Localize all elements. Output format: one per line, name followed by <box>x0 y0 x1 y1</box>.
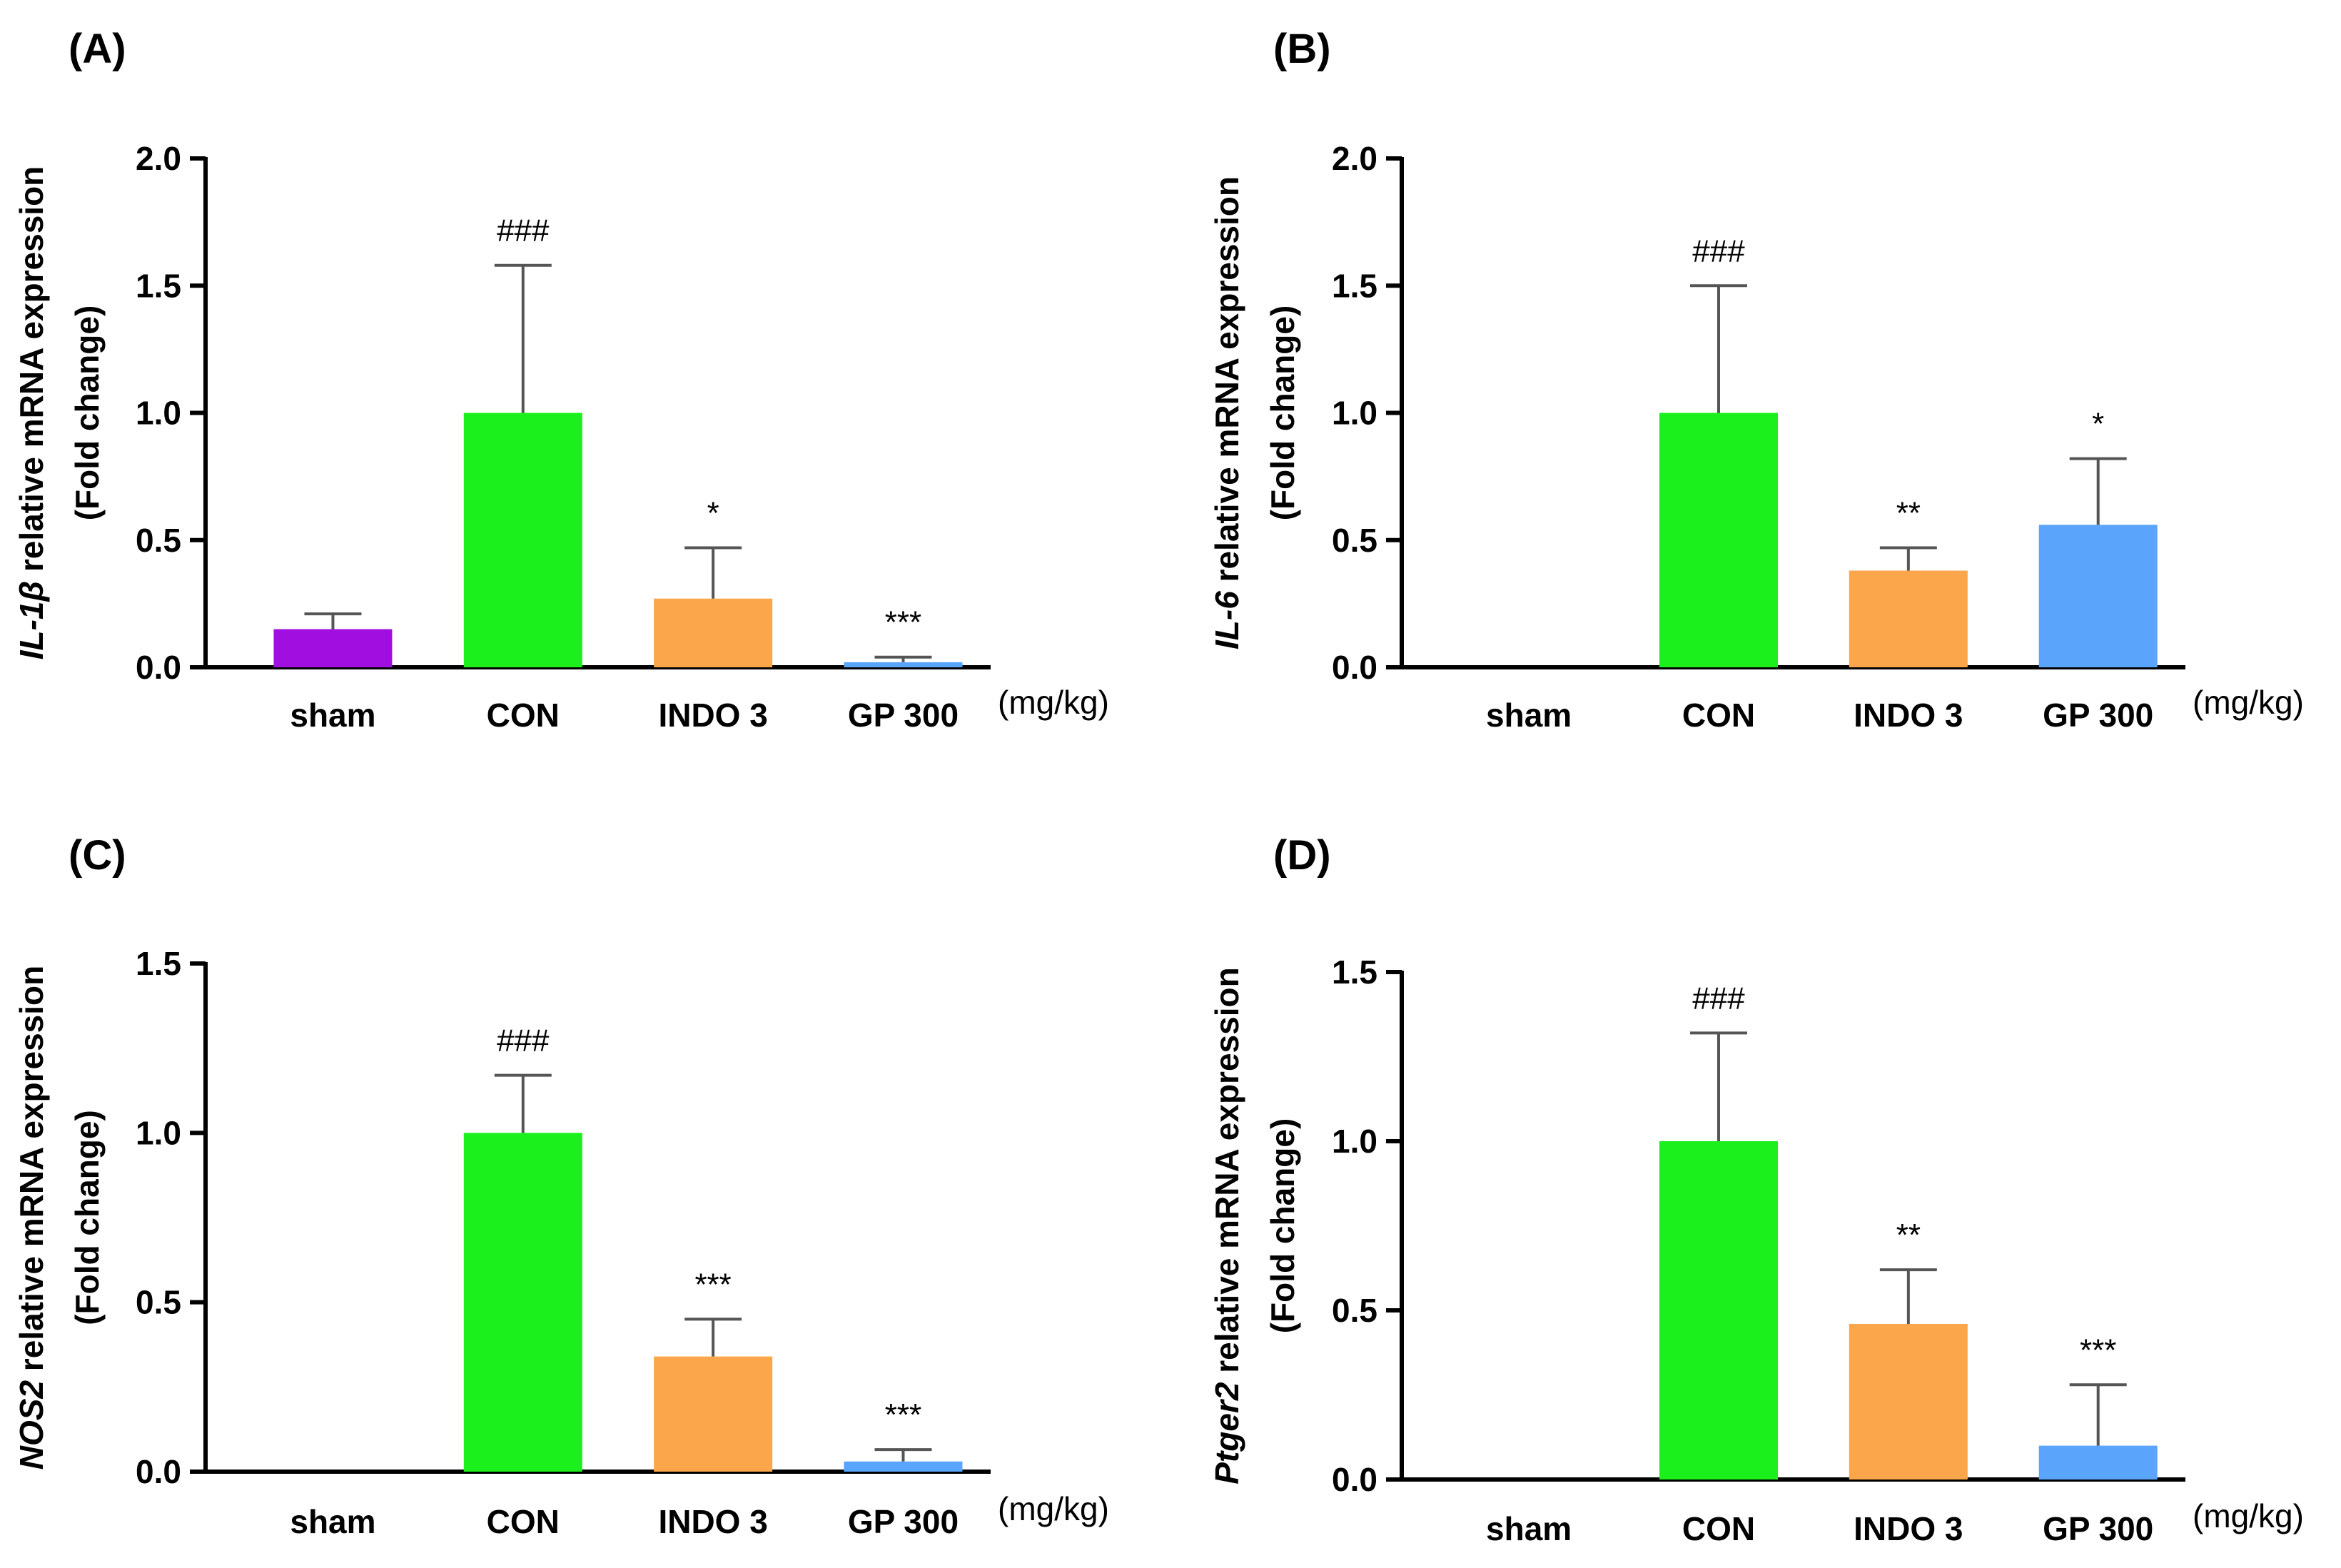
significance-mark: *** <box>694 1267 731 1302</box>
significance-mark: ### <box>497 1023 550 1058</box>
y-tick-label: 0.0 <box>136 649 181 686</box>
bar-indo-3 <box>1849 1323 1968 1480</box>
category-label: sham <box>290 1503 375 1540</box>
y-axis-title: NOS2 relative mRNA expression <box>13 966 50 1470</box>
bar-gp-300 <box>2038 1445 2158 1480</box>
category-label: CON <box>1682 1510 1755 1547</box>
panel-label: (A) <box>69 26 126 72</box>
bar-gp-300 <box>844 662 963 667</box>
y-tick-label: 0.5 <box>136 1284 181 1321</box>
chart-panel: (D) 0.0 0.5 1.0 1.5 Ptger2 relative mRNA expr… <box>1208 832 2304 1547</box>
chart-panel: (A) 0.0 0.5 1.0 1.5 2.0 IL-1β relative mRNA ex… <box>13 26 1109 734</box>
y-axis-title-line2: (Fold change) <box>1264 305 1301 521</box>
significance-mark: ** <box>1896 1218 1921 1253</box>
panel-label: (D) <box>1273 832 1331 879</box>
unit-label: (mg/kg) <box>998 684 1109 721</box>
y-axis-gene-name: IL-6 <box>1208 591 1245 649</box>
bar-indo-3 <box>654 598 773 667</box>
y-tick-label: 1.0 <box>1332 395 1377 432</box>
y-tick-label: 0.5 <box>1332 1292 1377 1329</box>
bar-indo-3 <box>654 1356 773 1472</box>
y-axis-gene-name: IL-1β <box>13 581 50 659</box>
category-label: CON <box>487 697 560 734</box>
chart-panel: (B) 0.0 0.5 1.0 1.5 2.0 IL-6 relative mRNA exp… <box>1208 26 2304 734</box>
y-axis-title: Ptger2 relative mRNA expression <box>1208 967 1245 1484</box>
panel-label: (C) <box>69 832 126 879</box>
y-axis-title: IL-6 relative mRNA expression <box>1208 176 1245 649</box>
y-tick-label: 1.0 <box>136 1114 181 1151</box>
y-axis-title-rest: relative mRNA expression <box>1208 176 1245 591</box>
y-axis-gene-name: Ptger2 <box>1208 1382 1245 1484</box>
category-label: sham <box>1486 1510 1572 1547</box>
category-label: CON <box>1682 697 1755 734</box>
significance-mark: ### <box>1692 981 1745 1016</box>
y-axis-title: IL-1β relative mRNA expression <box>13 166 50 660</box>
panel-label: (B) <box>1273 26 1331 72</box>
category-label: GP 300 <box>2043 697 2153 734</box>
significance-mark: *** <box>2080 1332 2116 1367</box>
unit-label: (mg/kg) <box>998 1490 1109 1527</box>
category-label: INDO 3 <box>658 697 767 734</box>
y-tick-label: 1.5 <box>1332 267 1377 304</box>
category-label: GP 300 <box>848 1503 959 1540</box>
y-axis-title-line2: (Fold change) <box>1264 1118 1301 1334</box>
bar-gp-300 <box>2038 525 2158 667</box>
category-label: sham <box>1486 697 1572 734</box>
bar-indo-3 <box>1849 570 1968 667</box>
significance-mark: *** <box>885 605 921 640</box>
y-axis-title-rest: relative mRNA expression <box>13 966 50 1380</box>
category-label: INDO 3 <box>1854 1510 1963 1547</box>
y-tick-label: 1.5 <box>1332 954 1377 991</box>
significance-mark: ** <box>1896 495 1921 530</box>
bar-con <box>1659 413 1778 667</box>
y-tick-label: 1.0 <box>136 395 181 432</box>
y-tick-label: 0.5 <box>136 522 181 559</box>
bar-con <box>463 1133 582 1472</box>
unit-label: (mg/kg) <box>2193 684 2304 721</box>
significance-mark: ### <box>497 213 550 248</box>
bar-gp-300 <box>844 1461 963 1472</box>
y-tick-label: 0.0 <box>136 1453 181 1490</box>
y-tick-label: 2.0 <box>136 140 181 177</box>
y-tick-label: 0.0 <box>1332 649 1377 686</box>
y-axis-title-line2: (Fold change) <box>69 305 106 521</box>
chart-panel: (C) 0.0 0.5 1.0 1.5 NOS2 relative mRNA expres… <box>13 832 1109 1540</box>
category-label: INDO 3 <box>1854 697 1963 734</box>
category-label: INDO 3 <box>658 1503 767 1540</box>
significance-mark: * <box>707 495 719 530</box>
y-axis-title-rest: relative mRNA expression <box>13 166 50 581</box>
bar-con <box>1659 1141 1778 1480</box>
bar-sham <box>273 629 393 667</box>
category-label: GP 300 <box>848 697 959 734</box>
bar-con <box>463 413 582 667</box>
y-axis-gene-name: NOS2 <box>13 1380 50 1470</box>
significance-mark: ### <box>1692 233 1745 268</box>
significance-mark: *** <box>885 1397 921 1432</box>
category-label: sham <box>290 697 375 734</box>
y-tick-label: 1.5 <box>136 267 181 304</box>
y-axis-title-line2: (Fold change) <box>69 1110 106 1325</box>
category-label: CON <box>487 1503 560 1540</box>
category-label: GP 300 <box>2043 1510 2153 1547</box>
y-tick-label: 0.0 <box>1332 1461 1377 1498</box>
y-tick-label: 1.5 <box>136 945 181 982</box>
y-tick-label: 2.0 <box>1332 140 1377 177</box>
y-tick-label: 1.0 <box>1332 1123 1377 1160</box>
significance-mark: * <box>2092 407 2104 442</box>
y-axis-title-rest: relative mRNA expression <box>1208 967 1245 1382</box>
y-tick-label: 0.5 <box>1332 522 1377 559</box>
unit-label: (mg/kg) <box>2193 1497 2304 1534</box>
